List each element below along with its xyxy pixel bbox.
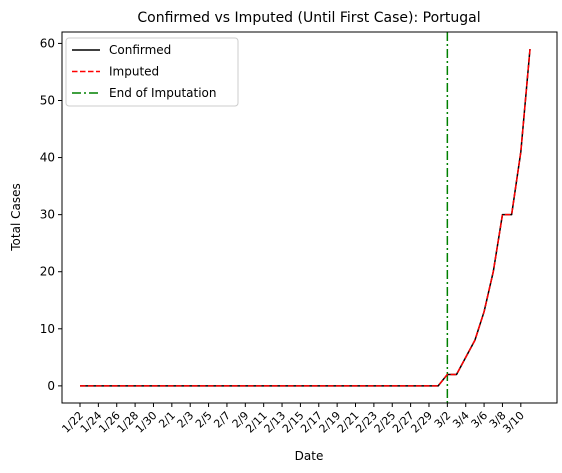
x-tick-label: 2/5 <box>193 409 215 431</box>
y-tick-label: 60 <box>40 36 55 50</box>
legend-box <box>65 37 239 107</box>
plot-frame <box>61 31 558 404</box>
x-tick-label: 3/4 <box>450 409 472 431</box>
x-tick-label: 2/7 <box>211 409 233 431</box>
x-tick-label: 2/3 <box>175 409 197 431</box>
y-tick-label: 40 <box>40 151 55 165</box>
x-tick-label: 3/2 <box>432 409 454 431</box>
x-tick-label: 3/6 <box>468 409 490 431</box>
x-tick-label: 2/29 <box>408 409 435 436</box>
y-axis-label: Total Cases <box>9 183 23 251</box>
y-tick-label: 10 <box>40 322 55 336</box>
legend: Confirmed Imputed End of Imputation <box>65 37 239 107</box>
x-axis-label: Date <box>295 449 324 463</box>
y-tick-label: 0 <box>47 379 55 393</box>
legend-label: Imputed <box>109 65 159 79</box>
y-tick-label: 20 <box>40 265 55 279</box>
x-tick-label: 2/1 <box>156 409 178 431</box>
chart-title: Confirmed vs Imputed (Until First Case):… <box>137 10 480 26</box>
imputed-series-line <box>80 49 531 387</box>
legend-label: End of Imputation <box>109 86 217 100</box>
y-tick-label: 50 <box>40 93 55 107</box>
x-tick-label: 1/30 <box>133 409 160 436</box>
y-tick-label: 30 <box>40 208 55 222</box>
x-tick-label: 3/10 <box>500 409 527 436</box>
legend-label: Confirmed <box>109 43 171 57</box>
